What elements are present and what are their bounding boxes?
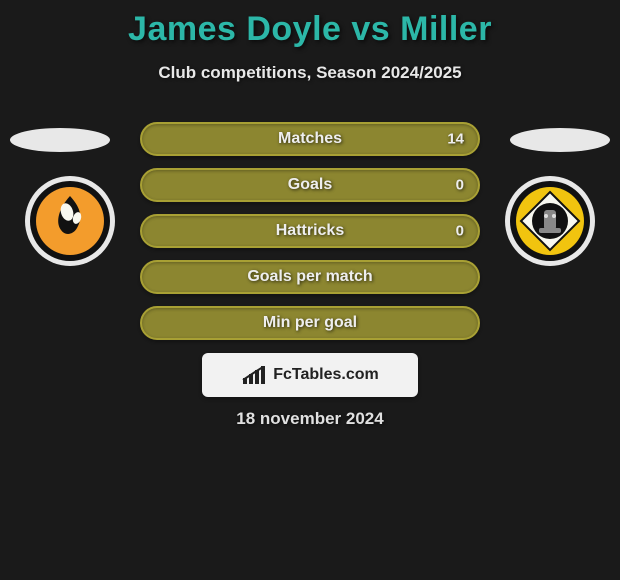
dumbarton-crest-icon xyxy=(509,180,591,262)
stat-row-matches: Matches 14 xyxy=(140,122,480,156)
stat-label: Goals xyxy=(288,176,332,194)
stat-value: 0 xyxy=(456,177,464,194)
stat-label: Hattricks xyxy=(276,222,344,240)
page-title: James Doyle vs Miller xyxy=(0,0,620,49)
brand-box: FcTables.com xyxy=(202,353,418,397)
alloa-crest-icon xyxy=(29,180,111,262)
subtitle: Club competitions, Season 2024/2025 xyxy=(0,63,620,83)
stat-row-goals: Goals 0 xyxy=(140,168,480,202)
stats-container: Matches 14 Goals 0 Hattricks 0 Goals per… xyxy=(140,122,480,352)
club-badge-right xyxy=(505,176,595,266)
stat-row-hattricks: Hattricks 0 xyxy=(140,214,480,248)
stat-label: Min per goal xyxy=(263,314,357,332)
chart-bars-icon xyxy=(241,364,267,386)
player-right-oval xyxy=(510,128,610,152)
stat-row-min-per-goal: Min per goal xyxy=(140,306,480,340)
club-badge-left xyxy=(25,176,115,266)
brand-text: FcTables.com xyxy=(273,366,379,384)
stat-value: 14 xyxy=(447,131,464,148)
stat-value: 0 xyxy=(456,223,464,240)
player-left-oval xyxy=(10,128,110,152)
stat-row-goals-per-match: Goals per match xyxy=(140,260,480,294)
stat-label: Matches xyxy=(278,130,342,148)
date-line: 18 november 2024 xyxy=(0,409,620,429)
stat-label: Goals per match xyxy=(247,268,372,286)
